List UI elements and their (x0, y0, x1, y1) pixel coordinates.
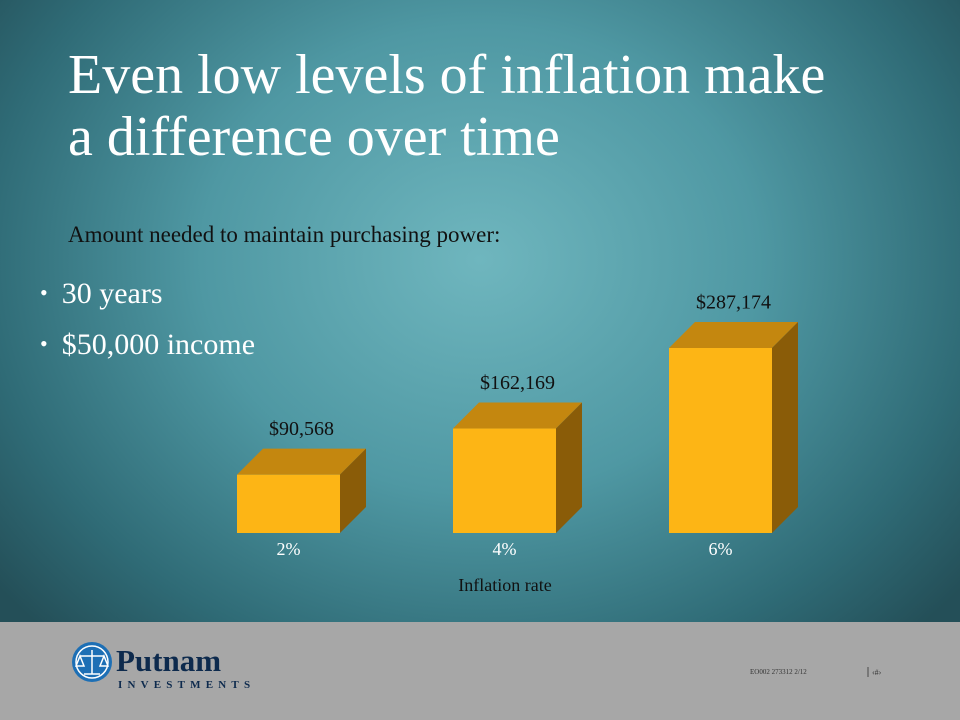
bullet-list: 30 years $50,000 income (40, 268, 255, 370)
slide-title: Even low levels of inflation make a diff… (68, 44, 826, 168)
bar-side (340, 448, 366, 533)
logo-sub: INVESTMENTS (118, 679, 255, 691)
logo-name: Putnam (116, 643, 221, 678)
subtitle: Amount needed to maintain purchasing pow… (68, 222, 501, 247)
data-label: $90,568 (269, 418, 334, 440)
bar (669, 348, 772, 533)
x-axis-label: Inflation rate (458, 575, 551, 595)
bar (453, 428, 556, 533)
logo-ring (75, 645, 109, 679)
logo: Putnam INVESTMENTS (72, 642, 255, 691)
bar-top (669, 322, 798, 348)
bullet: 30 years (40, 268, 255, 319)
bar (237, 474, 340, 533)
x-tick-label: 4% (493, 539, 517, 559)
bar-top (453, 402, 582, 429)
bar-top (237, 448, 366, 475)
bar-side (772, 322, 798, 533)
x-tick-label: 6% (709, 539, 733, 559)
logo-scales (74, 650, 110, 675)
bullet: $50,000 income (40, 319, 255, 370)
x-tick-label: 2% (277, 539, 301, 559)
bar-side (556, 402, 582, 533)
page-number: ‹#› (872, 668, 882, 677)
footer-code: EO002 273312 2/12 (750, 668, 807, 676)
footer (0, 622, 960, 720)
data-label: $287,174 (696, 292, 771, 314)
data-label: $162,169 (480, 372, 555, 394)
